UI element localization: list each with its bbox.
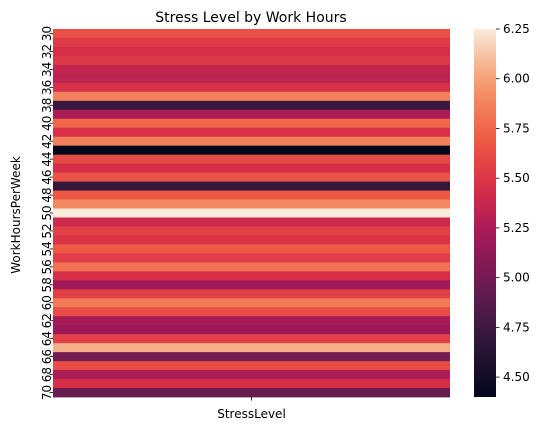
heatmap-cell-59 [53, 289, 450, 299]
heatmap-cell-31 [53, 37, 450, 48]
y-tick-label: 36 [40, 80, 54, 95]
heatmap-cell-44 [53, 154, 450, 165]
heatmap-cell-53 [53, 235, 450, 245]
y-tick-label: 42 [40, 134, 54, 149]
heatmap-cell-55 [53, 253, 450, 263]
heatmap-cell-61 [53, 307, 450, 317]
heatmap-cell-63 [53, 325, 450, 335]
y-tick-label: 30 [40, 26, 54, 41]
colorbar [474, 29, 496, 397]
y-tick-label: 34 [40, 62, 54, 77]
heatmap-cell-41 [53, 127, 450, 138]
chart-title: Stress Level by Work Hours [155, 10, 346, 26]
y-tick-label: 32 [40, 44, 54, 59]
heatmap-cell-49 [53, 199, 450, 209]
y-tick-label: 62 [40, 313, 54, 328]
colorbar-tick-label: 5.25 [503, 221, 530, 235]
y-tick-label: 66 [40, 349, 54, 364]
heatmap-cell-38 [53, 100, 450, 111]
colorbar-tick-label: 5.75 [503, 121, 530, 135]
colorbar-tick-label: 6.25 [503, 22, 530, 36]
heatmap-cell-37 [53, 91, 450, 102]
heatmap-cell-36 [53, 82, 450, 93]
colorbar-tick-label: 6.00 [503, 72, 530, 86]
heatmap-cell-62 [53, 316, 450, 326]
heatmap-cell-54 [53, 244, 450, 254]
heatmap-cell-40 [53, 118, 450, 129]
x-tick-label: StressLevel [217, 407, 286, 421]
heatmap-cells [53, 29, 450, 398]
heatmap-cell-48 [53, 190, 450, 200]
heatmap-cell-51 [53, 217, 450, 227]
heatmap-cell-60 [53, 298, 450, 308]
heatmap-cell-67 [53, 361, 450, 371]
y-tick-label: 48 [40, 187, 54, 202]
heatmap-cell-30 [53, 29, 450, 39]
heatmap-cell-32 [53, 46, 450, 57]
y-tick-label: 50 [40, 205, 54, 220]
y-tick-label: 52 [40, 223, 54, 238]
y-tick-label: 70 [40, 385, 54, 400]
y-tick-label: 68 [40, 367, 54, 382]
heatmap-cell-50 [53, 208, 450, 218]
heatmap-cell-45 [53, 163, 450, 174]
heatmap-cell-69 [53, 379, 450, 389]
heatmap-cell-39 [53, 109, 450, 120]
heatmap-cell-47 [53, 181, 450, 191]
heatmap-cell-34 [53, 64, 450, 75]
y-tick-label: 56 [40, 259, 54, 274]
y-tick-label: 38 [40, 98, 54, 113]
y-axis-label: WorkHoursPerWeek [9, 156, 23, 274]
heatmap-cell-42 [53, 136, 450, 147]
x-axis-ticks: StressLevel [217, 397, 286, 421]
heatmap-cell-33 [53, 55, 450, 66]
heatmap-cell-68 [53, 370, 450, 380]
y-tick-label: 44 [40, 152, 54, 167]
heatmap-cell-66 [53, 352, 450, 362]
colorbar-tick-label: 5.50 [503, 171, 530, 185]
colorbar-tick-label: 4.75 [503, 320, 530, 334]
heatmap-cell-58 [53, 280, 450, 290]
colorbar-tick-label: 4.50 [503, 370, 530, 384]
heatmap-cell-64 [53, 334, 450, 344]
heatmap-cell-56 [53, 262, 450, 272]
heatmap-cell-70 [53, 388, 450, 398]
heatmap-cell-43 [53, 145, 450, 156]
y-tick-label: 64 [40, 331, 54, 346]
y-tick-label: 54 [40, 241, 54, 256]
heatmap-cell-57 [53, 271, 450, 281]
heatmap-cell-65 [53, 343, 450, 353]
colorbar-tick-label: 5.00 [503, 271, 530, 285]
y-tick-label: 40 [40, 116, 54, 131]
y-tick-label: 58 [40, 277, 54, 292]
y-tick-label: 60 [40, 295, 54, 310]
heatmap-cell-46 [53, 172, 450, 182]
y-tick-label: 46 [40, 169, 54, 184]
heatmap-cell-52 [53, 226, 450, 236]
y-axis-ticks: 30 32 34 36 38 40 42 44 46 48 50 52 54 56 58 60 62 64 66 68… [40, 26, 54, 400]
heatmap-cell-35 [53, 73, 450, 84]
colorbar-ticks: 4.50 4.75 5.00 5.25 5.50 5.75 6.00 6.25 [496, 22, 530, 384]
